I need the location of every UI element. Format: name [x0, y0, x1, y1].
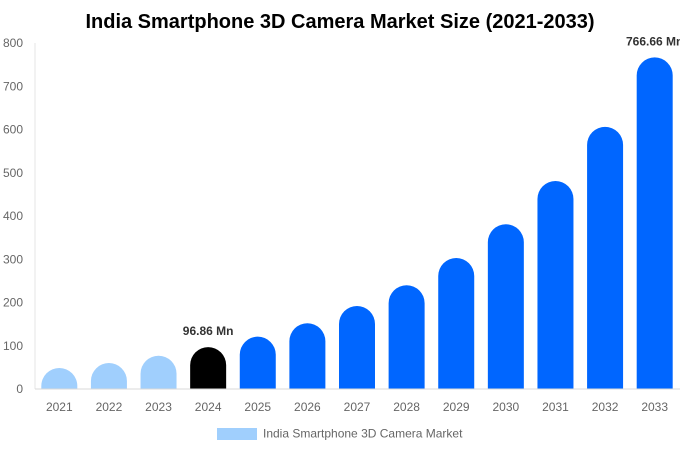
y-axis: 0 100 200 300 400 500 600 700 800: [3, 36, 36, 396]
y-tick-label: 800: [3, 36, 23, 50]
bar-2021[interactable]: [41, 367, 78, 389]
y-tick-label: 0: [16, 382, 23, 396]
bar-2022[interactable]: [90, 363, 127, 389]
bar-2033[interactable]: [636, 57, 673, 389]
bar-2023[interactable]: [140, 355, 177, 389]
bar-2032[interactable]: [587, 126, 624, 389]
y-tick-label: 300: [3, 252, 23, 266]
x-tick-label: 2029: [443, 400, 470, 414]
y-tick-label: 400: [3, 209, 23, 223]
bar-2025[interactable]: [239, 336, 276, 389]
x-tick-label: 2033: [641, 400, 668, 414]
legend-swatch: [217, 428, 257, 440]
legend-label: India Smartphone 3D Camera Market: [263, 427, 463, 441]
data-label: 766.66 Mn: [626, 34, 680, 48]
x-tick-label: 2030: [492, 400, 519, 414]
bar-2030[interactable]: [487, 224, 524, 389]
data-label: 96.86 Mn: [183, 324, 234, 338]
bar-2031[interactable]: [537, 180, 574, 389]
y-tick-label: 200: [3, 296, 23, 310]
legend[interactable]: India Smartphone 3D Camera Market: [217, 427, 463, 441]
bar-2029[interactable]: [438, 257, 475, 389]
x-axis: 2021 2022 2023 2024 2025 2026 2027 2028 2029 2030…: [35, 388, 680, 414]
y-tick-label: 100: [3, 339, 23, 353]
x-tick-label: 2023: [145, 400, 172, 414]
bars: [41, 57, 673, 389]
y-tick-label: 500: [3, 166, 23, 180]
bar-2024[interactable]: [190, 347, 227, 389]
x-tick-label: 2028: [393, 400, 420, 414]
chart-title: India Smartphone 3D Camera Market Size (…: [85, 11, 594, 33]
x-tick-label: 2026: [294, 400, 321, 414]
y-tick-label: 700: [3, 79, 23, 93]
data-labels: 96.86 Mn 766.66 Mn: [183, 34, 680, 338]
x-tick-label: 2021: [46, 400, 73, 414]
x-tick-label: 2032: [592, 400, 619, 414]
x-tick-label: 2025: [244, 400, 271, 414]
x-tick-label: 2022: [96, 400, 123, 414]
y-tick-label: 600: [3, 123, 23, 137]
x-tick-label: 2024: [195, 400, 222, 414]
bar-2026[interactable]: [289, 323, 326, 389]
x-tick-label: 2027: [344, 400, 371, 414]
bar-2028[interactable]: [388, 285, 425, 389]
x-tick-label: 2031: [542, 400, 569, 414]
bar-2027[interactable]: [339, 305, 375, 389]
